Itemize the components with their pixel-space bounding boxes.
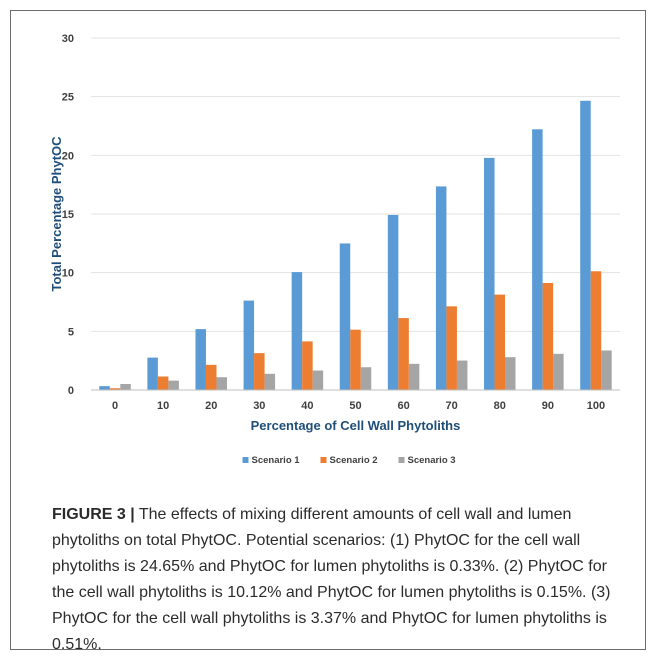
bar bbox=[264, 373, 276, 390]
bar bbox=[302, 341, 313, 390]
legend-label: Scenario 1 bbox=[252, 455, 301, 466]
figure-caption: FIGURE 3 | The effects of mixing differe… bbox=[52, 502, 620, 658]
bar bbox=[109, 388, 121, 390]
bar bbox=[408, 363, 420, 390]
x-tick-label: 80 bbox=[494, 400, 506, 412]
bar bbox=[339, 243, 351, 390]
y-tick-label: 25 bbox=[62, 92, 74, 104]
bar bbox=[216, 377, 227, 390]
bar bbox=[168, 380, 179, 390]
bar bbox=[120, 384, 131, 390]
x-axis-title: Percentage of Cell Wall Phytoliths bbox=[251, 418, 461, 433]
x-tick-label: 90 bbox=[542, 400, 554, 412]
bar bbox=[484, 157, 495, 390]
bar bbox=[505, 357, 516, 390]
y-tick-labels: 0 5 10 15 20 25 30 bbox=[62, 33, 74, 397]
legend-label: Scenario 2 bbox=[330, 455, 378, 466]
bar bbox=[446, 306, 457, 390]
y-axis-title: Total Percentage PhytOC bbox=[49, 136, 64, 292]
y-tick-label: 10 bbox=[62, 268, 74, 280]
y-tick-label: 15 bbox=[62, 209, 74, 221]
caption-text: The effects of mixing different amounts … bbox=[52, 506, 611, 653]
bar bbox=[312, 370, 324, 390]
legend-swatch bbox=[398, 457, 405, 463]
bar bbox=[387, 214, 399, 390]
bar bbox=[157, 376, 169, 390]
x-tick-label: 0 bbox=[112, 400, 118, 412]
legend: Scenario 1 Scenario 2 Scenario 3 bbox=[242, 455, 456, 466]
y-tick-label: 30 bbox=[62, 33, 74, 45]
bars bbox=[99, 100, 612, 391]
x-tick-label: 40 bbox=[301, 400, 313, 412]
x-tick-labels: 0 10 20 30 40 50 60 70 80 90 100 bbox=[112, 400, 605, 412]
legend-swatch bbox=[320, 457, 327, 463]
figure-chart: 0 5 10 15 20 25 30 0 10 20 30 40 50 60 70 80 90 100 Tota… bbox=[49, 33, 620, 466]
y-tick-label: 0 bbox=[68, 385, 74, 397]
bar bbox=[254, 353, 265, 390]
bar bbox=[147, 357, 158, 390]
bar bbox=[291, 272, 303, 390]
bar bbox=[398, 318, 409, 390]
bar bbox=[360, 367, 372, 390]
bar bbox=[99, 386, 110, 390]
y-tick-label: 5 bbox=[68, 326, 74, 338]
bar bbox=[435, 186, 447, 390]
bar bbox=[580, 100, 591, 391]
bar bbox=[494, 294, 506, 390]
legend-label: Scenario 3 bbox=[408, 455, 456, 466]
x-tick-label: 20 bbox=[205, 400, 217, 412]
figure-frame bbox=[10, 10, 646, 650]
caption-label: FIGURE 3 | bbox=[52, 506, 135, 523]
x-tick-label: 10 bbox=[157, 400, 169, 412]
bar bbox=[195, 329, 206, 390]
bar bbox=[205, 364, 217, 390]
bar bbox=[456, 360, 468, 390]
bar bbox=[532, 129, 543, 390]
x-tick-label: 60 bbox=[397, 400, 409, 412]
gridlines bbox=[91, 37, 620, 332]
bar bbox=[601, 350, 612, 390]
x-tick-label: 70 bbox=[446, 400, 458, 412]
y-tick-label: 20 bbox=[62, 150, 74, 162]
bar bbox=[350, 329, 361, 390]
bar bbox=[243, 300, 255, 390]
legend-swatch bbox=[242, 457, 249, 463]
bar bbox=[542, 282, 554, 390]
bar bbox=[553, 353, 564, 390]
x-tick-label: 30 bbox=[253, 400, 265, 412]
x-tick-label: 100 bbox=[587, 400, 605, 412]
x-tick-label: 50 bbox=[349, 400, 361, 412]
bar bbox=[590, 271, 602, 390]
